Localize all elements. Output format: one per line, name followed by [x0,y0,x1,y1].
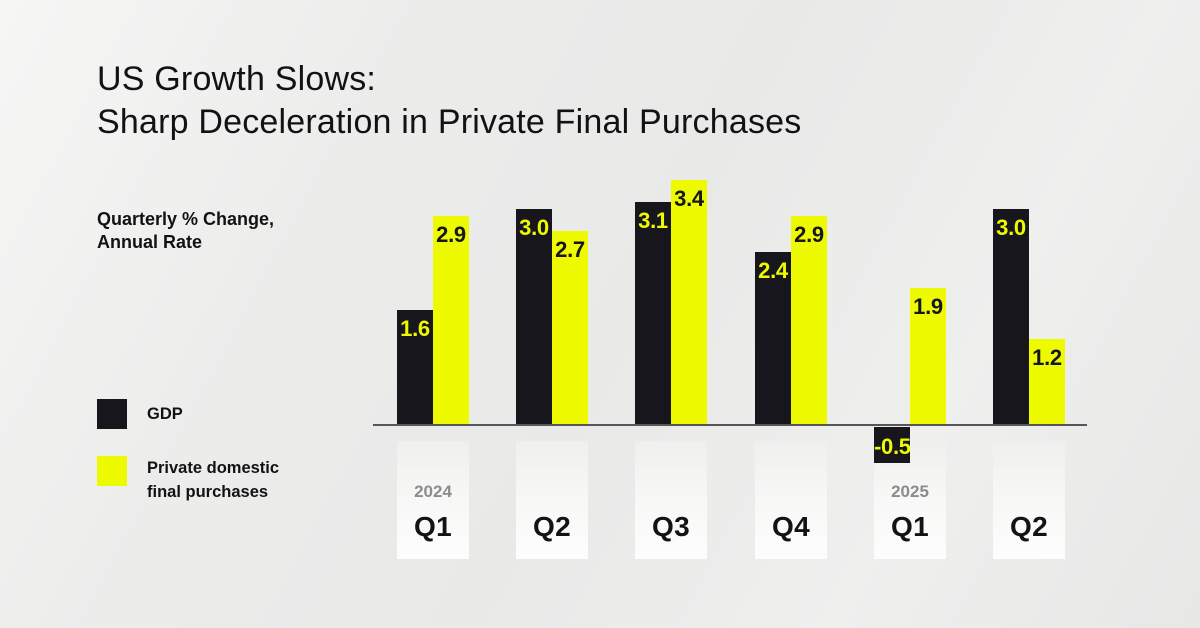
bar-value-label: 2.9 [436,222,466,247]
bar-value-label: 1.2 [1032,345,1062,370]
bar-gdp-5: 3.0 [993,209,1029,425]
category-panel-q4: Q4 [755,441,827,559]
legend-item-gdp: GDP [97,399,183,429]
bar-value-label: 3.0 [519,215,549,240]
year-label: 2024 [414,482,452,501]
page-title: US Growth Slows: Sharp Deceleration in P… [97,58,801,144]
pdfp-color-swatch [97,456,127,486]
bar-value-label: -0.5 [874,434,911,459]
legend-label-pdfp-line-2: final purchases [147,483,269,501]
year-label: 2025 [891,482,929,501]
bar-gdp-0: 1.6 [397,310,433,425]
quarter-label: Q1 [414,511,452,542]
bar-pdfp-4: 1.9 [910,288,946,425]
category-panel-q2: Q2 [516,441,588,559]
legend-label-pdfp-line-1: Private domestic [147,459,280,477]
legend-label-gdp: GDP [147,405,183,423]
title-line-1: US Growth Slows: [97,60,377,98]
bar-gdp-2: 3.1 [635,202,671,425]
bar-gdp-3: 2.4 [755,252,791,425]
quarter-label: Q3 [652,511,690,542]
category-panel-q2: Q2 [993,441,1065,559]
bar-pdfp-0: 2.9 [433,216,469,425]
category-panel-q1-2024: 2024 Q1 [397,441,469,559]
bar-value-label: 2.7 [555,237,585,262]
bar-gdp-4: -0.5 [874,427,911,463]
bar-pdfp-5: 1.2 [1029,339,1065,425]
quarter-label: Q2 [533,511,571,542]
bar-value-label: 2.4 [758,258,788,283]
subtitle-line-1: Quarterly % Change, [97,209,275,229]
quarter-label: Q2 [1010,511,1048,542]
bar-pdfp-1: 2.7 [552,231,588,425]
bar-pdfp-2: 3.4 [671,180,707,425]
bar-pdfp-3: 2.9 [791,216,827,425]
legend-label-pdfp: Private domestic final purchases [147,456,279,504]
axis-units-label: Quarterly % Change, Annual Rate [97,208,274,254]
gdp-color-swatch [97,399,127,429]
category-panel-q3: Q3 [635,441,707,559]
quarter-label: Q4 [772,511,810,542]
bar-value-label: 3.4 [674,186,704,211]
legend-item-pdfp: Private domestic final purchases [97,456,279,504]
bar-value-label: 3.1 [638,208,668,233]
bar-gdp-1: 3.0 [516,209,552,425]
bar-value-label: 3.0 [996,215,1026,240]
subtitle-line-2: Annual Rate [97,232,203,252]
bar-value-label: 1.6 [400,316,430,341]
quarter-label: Q1 [891,511,929,542]
title-line-2: Sharp Deceleration in Private Final Purc… [97,103,802,141]
bar-value-label: 1.9 [913,294,943,319]
x-axis-line [373,424,1087,426]
bar-value-label: 2.9 [794,222,824,247]
